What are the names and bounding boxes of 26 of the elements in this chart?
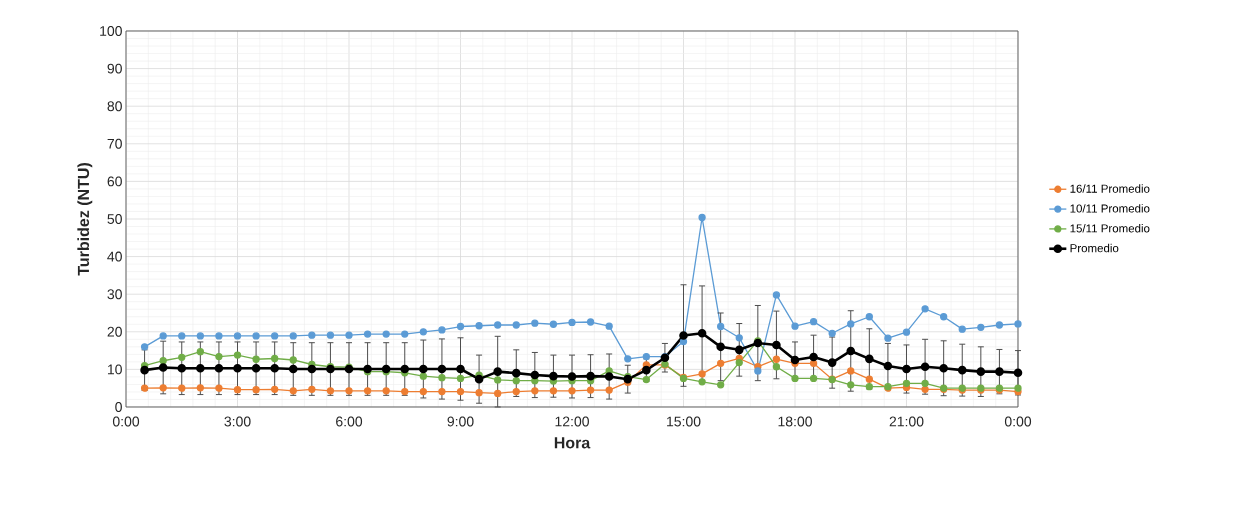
y-tick-label: 70 — [107, 138, 122, 149]
legend-label: 10/11 Promedio — [1070, 204, 1150, 213]
x-tick-label: 15:00 — [667, 416, 701, 427]
y-tick-label: 40 — [107, 251, 122, 262]
legend-label: Promedio — [1070, 243, 1119, 253]
x-tick-label: 0:00 — [1004, 416, 1032, 427]
y-tick-label: 100 — [100, 26, 122, 36]
x-tick-label: 6:00 — [336, 416, 363, 427]
y-tick-label: 10 — [107, 364, 122, 375]
y-tick-label: 80 — [107, 101, 122, 112]
y-tick-label: 90 — [107, 63, 122, 74]
y-tick-label: 60 — [107, 176, 122, 187]
x-tick-label: 0:00 — [112, 416, 140, 427]
x-tick-label: 18:00 — [778, 416, 812, 427]
y-tick-label: 0 — [115, 402, 122, 412]
x-tick-label: 12:00 — [555, 416, 589, 427]
x-tick-label: 3:00 — [224, 416, 251, 427]
y-tick-label: 20 — [107, 326, 122, 337]
legend-label: 16/11 Promedio — [1070, 184, 1150, 193]
x-axis-title: Hora — [554, 437, 591, 449]
y-axis-title: Turbidez (NTU) — [77, 163, 93, 276]
x-tick-label: 9:00 — [447, 416, 474, 427]
y-tick-label: 30 — [107, 289, 122, 300]
legend-label: 15/11 Promedio — [1070, 224, 1150, 233]
y-tick-label: 50 — [107, 214, 122, 224]
x-tick-label: 21:00 — [889, 416, 924, 427]
